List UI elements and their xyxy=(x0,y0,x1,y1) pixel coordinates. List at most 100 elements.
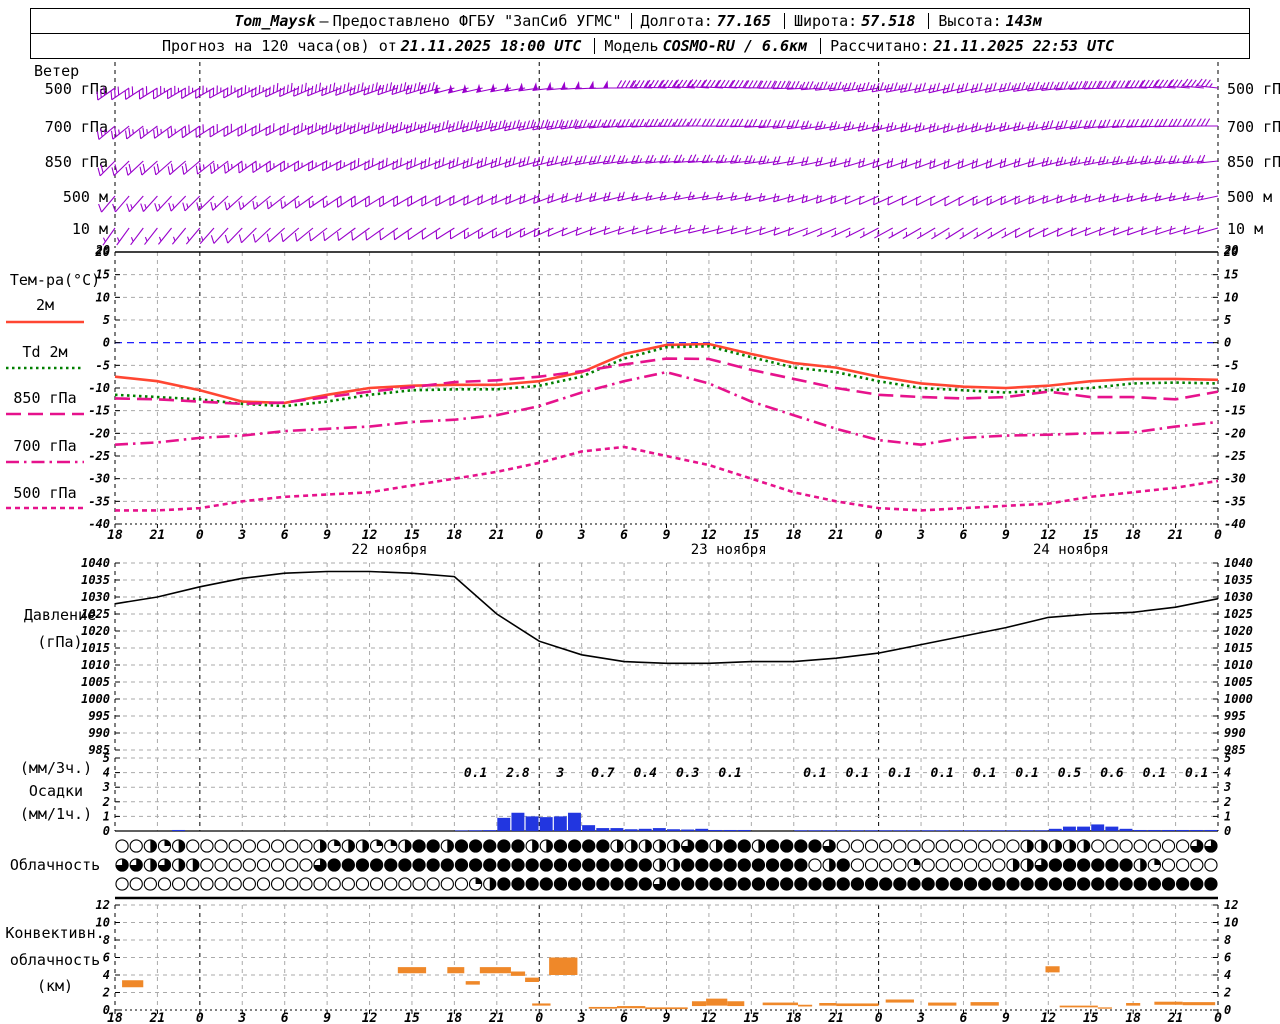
cloudiness-panel-title: Облачность xyxy=(9,856,101,874)
y-tick-label: 1020 xyxy=(1224,624,1253,638)
y-tick-label: -35 xyxy=(88,494,110,508)
y-tick-label: 995 xyxy=(88,709,110,723)
wind-level-label-500m: 500 м xyxy=(62,188,108,206)
y-tick-label: 15 xyxy=(96,268,110,282)
date-label: 24 ноября xyxy=(1033,542,1109,558)
y-tick-label: 2 xyxy=(102,986,110,1000)
wind-scale-label: 20 xyxy=(1223,243,1238,257)
y-tick-label: 5 xyxy=(1224,751,1231,765)
precip-3h-value: 0.1 xyxy=(464,766,487,781)
wind-level-label-10m-right: 10 м xyxy=(1227,220,1264,238)
y-tick-label: -15 xyxy=(88,404,110,418)
hour-tick-label: 9 xyxy=(663,1011,671,1024)
hour-tick-label: 12 xyxy=(362,528,378,543)
precip-3h-value: 0.1 xyxy=(1143,766,1166,781)
date-label: 23 ноября xyxy=(691,542,767,558)
y-tick-label: -5 xyxy=(1224,358,1238,372)
x-axis-labels: 18 18 21 21 0 0 3 3 6 6 9 9 12 12 15 15 18 18 21 21 0 0 3 3 6 6 9 9… xyxy=(107,524,1222,1024)
hour-tick-label: 9 xyxy=(1002,1011,1010,1024)
header-separator xyxy=(630,13,632,29)
hour-tick-label: 3 xyxy=(577,528,586,543)
station-name: Tom_Maysk xyxy=(234,12,316,30)
hour-tick-label: 18 xyxy=(447,528,463,543)
y-tick-label: 1025 xyxy=(1224,607,1253,621)
hour-tick-label: 0 xyxy=(875,528,883,543)
y-tick-label: 10 xyxy=(96,916,110,930)
y-tick-label: 20 xyxy=(95,245,110,259)
y-tick-label: 990 xyxy=(88,726,110,740)
altitude-label: Высота: xyxy=(938,12,1002,30)
hour-tick-label: 0 xyxy=(1214,528,1222,543)
y-tick-label: 4 xyxy=(103,766,110,780)
y-tick-label: 10 xyxy=(96,290,110,304)
hour-tick-label: 18 xyxy=(447,1011,463,1024)
precip-3h-value: 0.5 xyxy=(1058,766,1082,781)
longitude-value: 77.165 xyxy=(716,12,771,30)
y-tick-label: 4 xyxy=(103,968,110,982)
precip-3h-value: 0.1 xyxy=(973,766,996,781)
convective-panel-title-2: облачность xyxy=(9,951,101,969)
hour-tick-label: 15 xyxy=(1083,1011,1099,1024)
wind-barbs-row-850-гПа xyxy=(97,154,1219,177)
y-tick-label: -30 xyxy=(88,472,110,486)
y-tick-label: -40 xyxy=(1224,517,1246,531)
convective-panel-title-1: Конвективн. xyxy=(5,924,105,942)
y-tick-label: 995 xyxy=(1224,709,1246,723)
calc-label: Рассчитано: xyxy=(830,37,930,55)
hour-tick-label: 21 xyxy=(488,1011,505,1024)
y-tick-label: -25 xyxy=(88,449,110,463)
y-tick-label: 12 xyxy=(96,898,110,912)
hour-tick-label: 21 xyxy=(488,528,505,543)
y-tick-label: 1030 xyxy=(1224,590,1253,604)
header-dash: — xyxy=(319,12,329,30)
wind-barbs-row-500-м xyxy=(98,191,1219,213)
hour-tick-label: 18 xyxy=(786,1011,802,1024)
y-tick-label: 5 xyxy=(103,313,110,327)
y-tick-label: 5 xyxy=(1224,313,1231,327)
y-tick-label: 0 xyxy=(1224,1003,1231,1017)
y-tick-label: 12 xyxy=(1224,898,1238,912)
hour-tick-label: 15 xyxy=(404,1011,420,1024)
wind-level-label-700hpa: 700 гПа xyxy=(44,118,108,136)
pressure-panel-units: (гПа) xyxy=(37,633,83,651)
y-tick-label: -15 xyxy=(1224,404,1246,418)
wind-barbs-row-500-гПа xyxy=(96,78,1219,101)
header-separator xyxy=(820,38,822,54)
longitude-label: Долгота: xyxy=(640,12,713,30)
y-tick-label: 0 xyxy=(1224,824,1231,838)
precip-units-1h-label: (мм/1ч.) xyxy=(19,805,93,823)
hour-tick-label: 0 xyxy=(875,1011,883,1024)
wind-level-label-10m: 10 м xyxy=(71,220,108,238)
y-tick-label: 0 xyxy=(1224,336,1231,350)
y-tick-label: 8 xyxy=(1224,933,1231,947)
y-tick-label: 1 xyxy=(103,809,110,823)
y-tick-label: 985 xyxy=(1224,743,1246,757)
hour-tick-label: 21 xyxy=(1167,528,1184,543)
forecast-label: Прогноз на 120 часа(ов) от xyxy=(161,37,397,55)
wind-barbs-row-10-м xyxy=(102,224,1219,246)
y-tick-label: 2 xyxy=(1223,795,1231,809)
hour-tick-label: 18 xyxy=(1125,528,1141,543)
temperature-series-850 гПа xyxy=(114,357,1219,406)
precip-3h-value: 0.4 xyxy=(634,766,658,781)
latitude-label: Широта: xyxy=(793,12,858,30)
wind-level-label-850hpa: 850 гПа xyxy=(44,153,108,171)
y-tick-label: -10 xyxy=(1224,381,1246,395)
hour-tick-label: 3 xyxy=(577,1011,586,1024)
wind-level-label-500hpa-right: 500 гПа xyxy=(1227,80,1280,98)
hour-tick-label: 3 xyxy=(916,528,925,543)
hour-tick-label: 9 xyxy=(323,1011,331,1024)
y-tick-label: 4 xyxy=(1224,968,1231,982)
hour-tick-label: 12 xyxy=(362,1011,378,1024)
temperature-curves xyxy=(114,342,1219,512)
y-tick-label: 1015 xyxy=(1224,641,1253,655)
precip-panel-title: Осадки xyxy=(28,782,84,800)
hour-tick-label: 18 xyxy=(1125,1011,1141,1024)
model-value: COSMO-RU / 6.6км xyxy=(662,37,808,55)
hour-tick-label: 6 xyxy=(960,528,968,543)
wind-level-label-500hpa: 500 гПа xyxy=(44,80,108,98)
y-tick-label: 1005 xyxy=(81,675,110,689)
y-tick-label: 15 xyxy=(1224,268,1238,282)
